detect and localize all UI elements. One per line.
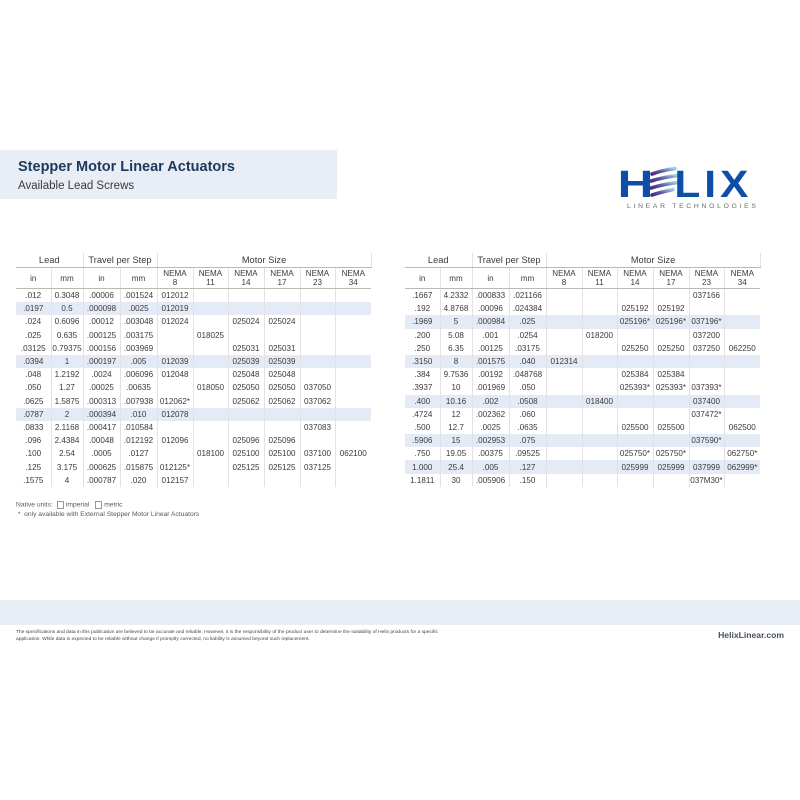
svg-text:LIX: LIX (674, 162, 752, 205)
svg-text:H: H (618, 163, 654, 205)
svg-text:LINEAR TECHNOLOGIES: LINEAR TECHNOLOGIES (627, 203, 759, 210)
